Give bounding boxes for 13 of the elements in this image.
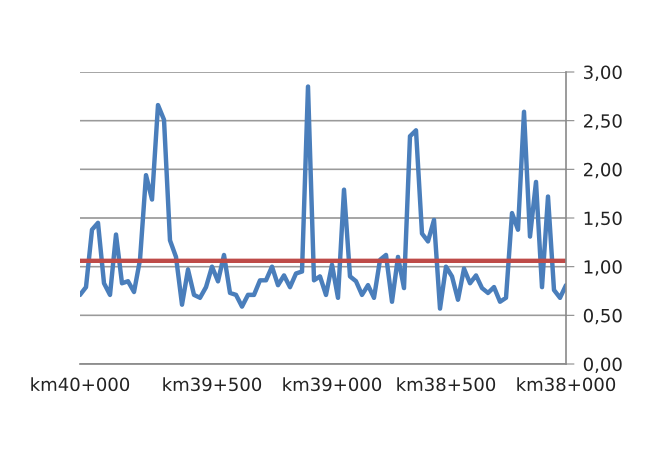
y-tick-label: 2,50 bbox=[584, 114, 622, 130]
y-tick-label: 0,00 bbox=[584, 357, 622, 373]
x-tick-label: km39+500 bbox=[163, 377, 262, 392]
y-tick-label: 0,50 bbox=[584, 308, 622, 324]
y-tick-label: 1,50 bbox=[584, 211, 622, 227]
y-tick-label: 2,00 bbox=[584, 162, 622, 178]
x-tick-label: km39+000 bbox=[283, 377, 382, 392]
line-series bbox=[80, 84, 566, 311]
y-tick-label: 3,00 bbox=[584, 65, 622, 81]
x-tick-label: km40+000 bbox=[31, 377, 130, 392]
y-tick-label: 1,00 bbox=[584, 260, 622, 276]
x-tick-label: km38+500 bbox=[397, 377, 496, 392]
x-tick-label: km38+000 bbox=[517, 377, 616, 392]
